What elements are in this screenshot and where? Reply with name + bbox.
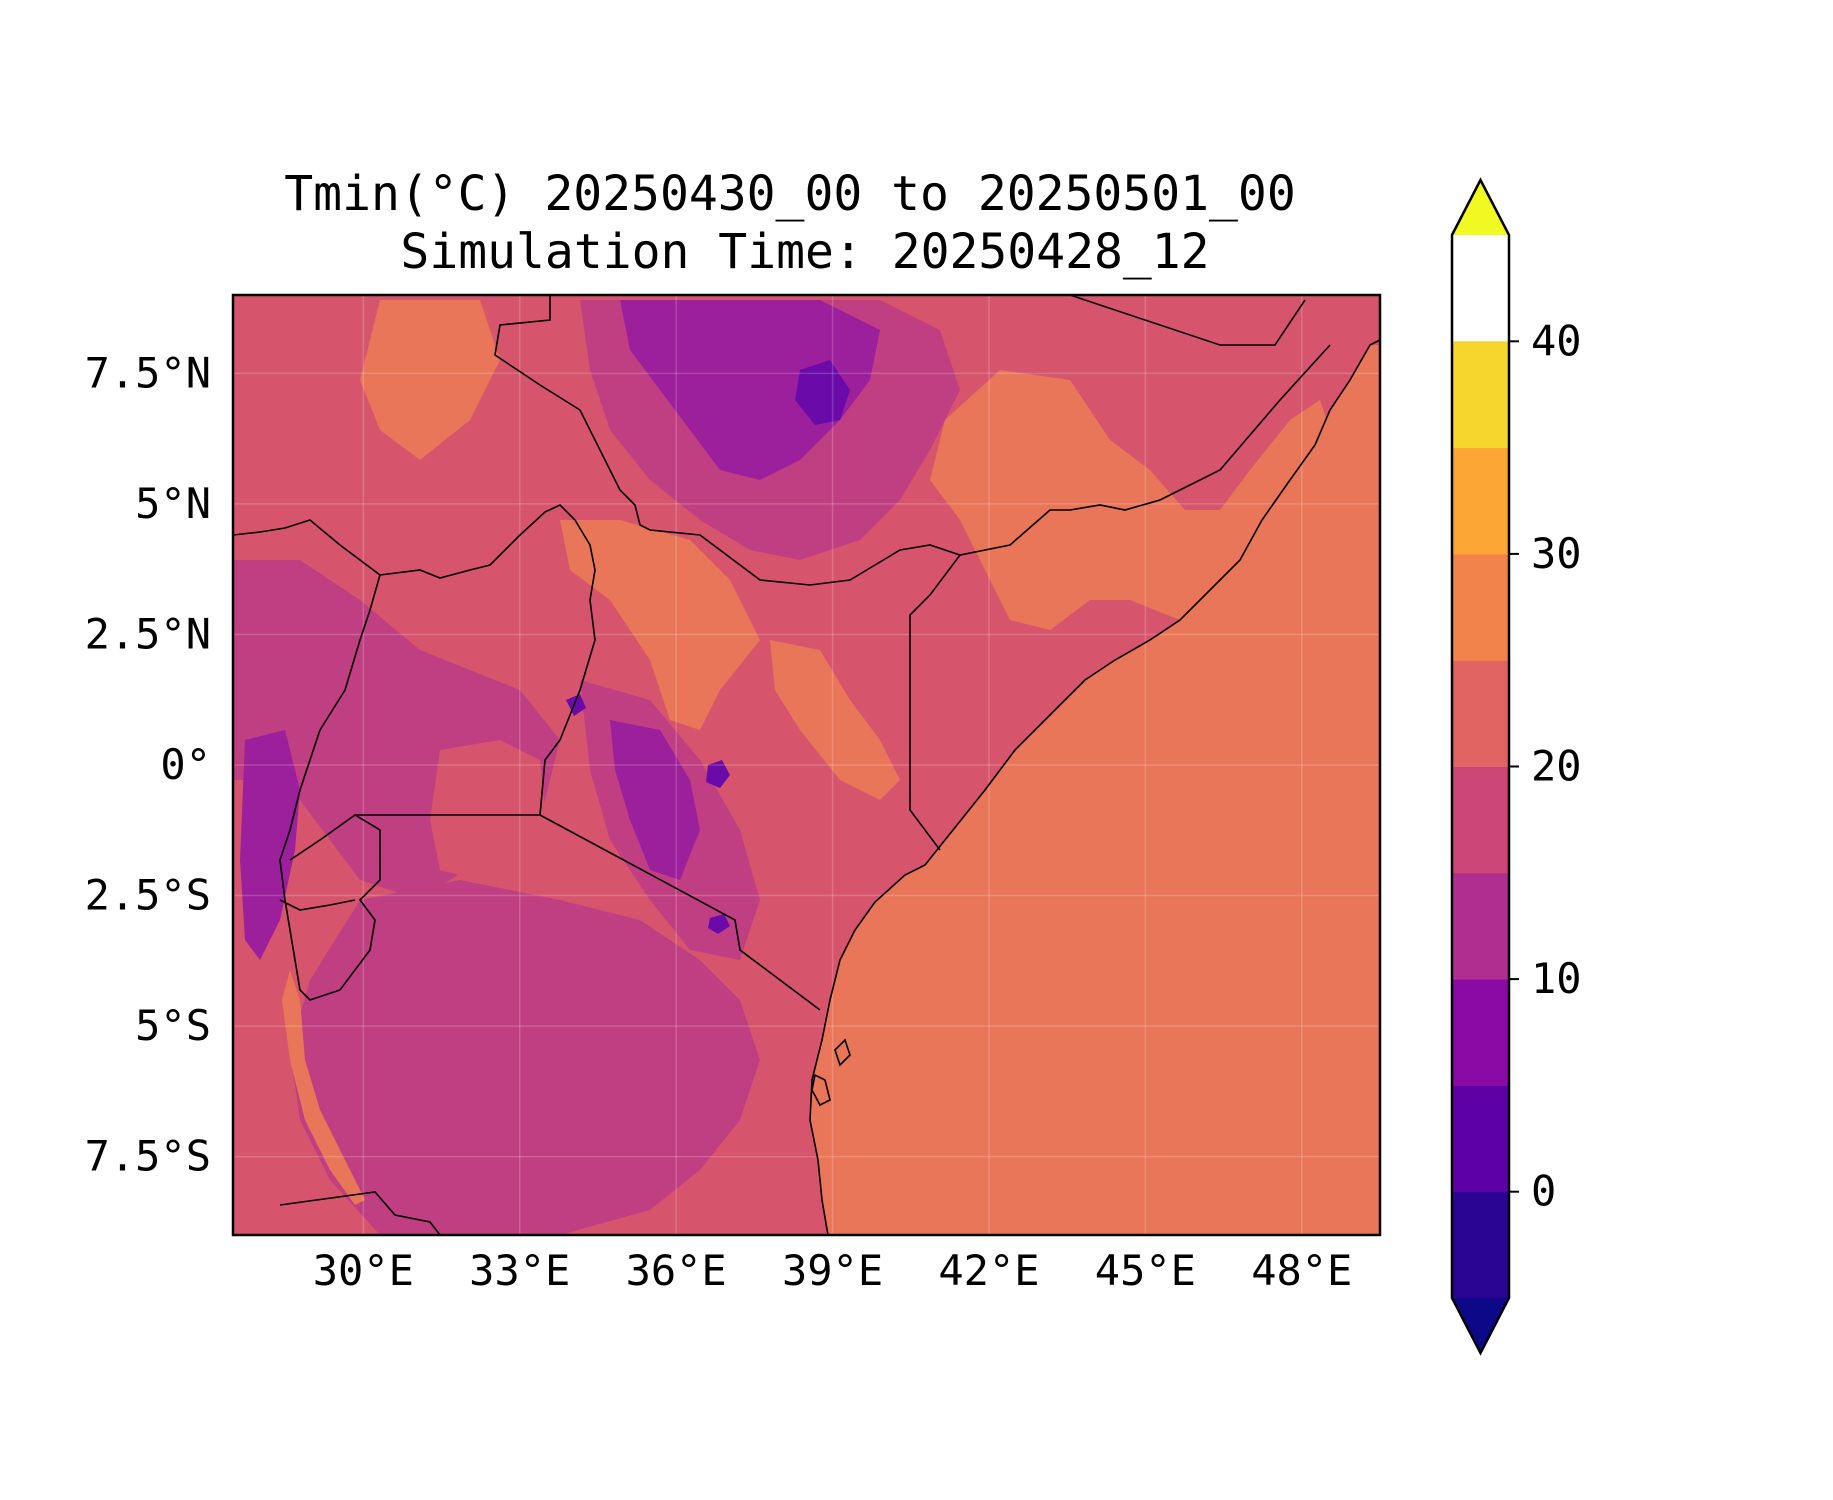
- latitude-ticks: 7.5°N 5°N 2.5°N 0° 2.5°S 5°S 7.5°S: [85, 348, 211, 1180]
- border-ken-tanzania: [539, 814, 821, 1011]
- colorbar-segment: [1452, 447, 1509, 555]
- border-ssd-eth-ken: [494, 295, 1331, 586]
- lake-victoria: [430, 740, 545, 880]
- longitude-ticks: 30°E 33°E 36°E 39°E 42°E 45°E 48°E: [313, 1246, 1353, 1295]
- country-borders: [233, 295, 1331, 1235]
- lat-tick-label: 2.5°S: [85, 871, 211, 920]
- lon-tick-label: 33°E: [469, 1246, 570, 1295]
- lon-tick-label: 39°E: [782, 1246, 883, 1295]
- lat-tick-label: 7.5°S: [85, 1132, 211, 1181]
- lat-tick-label: 5°S: [135, 1001, 211, 1050]
- coldest-spot-kilimanjaro: [708, 914, 730, 934]
- colorbar-extend-min: [1452, 1298, 1509, 1353]
- lon-tick-label: 45°E: [1095, 1246, 1196, 1295]
- lat-tick-label: 7.5°N: [85, 348, 211, 397]
- colorbar-segment: [1452, 1191, 1509, 1299]
- lat-tick-label: 0°: [160, 740, 211, 789]
- border-rwanda-burundi: [289, 814, 381, 1001]
- map-panel: [233, 295, 1380, 1235]
- colorbar-segment: [1452, 341, 1509, 449]
- warm-region-ne-ethiopia-somalia: [930, 370, 1340, 630]
- coldest-spot-mt-elgon: [566, 694, 586, 716]
- lat-tick-label: 5°N: [135, 479, 211, 528]
- coastline: [809, 339, 1380, 1235]
- colorbar-tick-label: 40: [1531, 316, 1582, 365]
- title-line-1: Tmin(°C) 20250430_00 to 20250501_00: [284, 166, 1295, 222]
- colorbar-outline: [1450, 177, 1511, 1356]
- gridlines: [233, 295, 1380, 1235]
- warm-region-eastern-kenya: [770, 640, 900, 800]
- lon-tick-label: 36°E: [626, 1246, 727, 1295]
- colorbar-tick-label: 0: [1531, 1167, 1556, 1216]
- border-rwanda-south: [279, 899, 356, 911]
- lat-tick-label: 2.5°N: [85, 609, 211, 658]
- colorbar-segment: [1452, 766, 1509, 874]
- map-frame: [231, 293, 1382, 1237]
- border-uganda-drc-west: [279, 574, 381, 931]
- colorbar-segment: [1452, 872, 1509, 980]
- cold-region-albertine-rift: [240, 730, 300, 960]
- border-ken-somalia: [909, 554, 961, 851]
- lon-tick-label: 42°E: [938, 1246, 1039, 1295]
- warm-region-turkana: [560, 520, 760, 730]
- colorbar-tick-label: 20: [1531, 742, 1582, 791]
- coldest-spot-ethiopia: [795, 360, 850, 425]
- colorbar-segment: [1452, 553, 1509, 661]
- warm-region-south-sudan: [360, 300, 500, 460]
- colorbar-segment: [1452, 1085, 1509, 1193]
- colorbar: 0 10 20 30 40: [1450, 177, 1582, 1356]
- cool-region-tanzania: [290, 880, 760, 1235]
- lake-tanganyika: [282, 970, 365, 1205]
- border-tanzania-zambia: [279, 1191, 441, 1235]
- border-ssd-uganda-drc: [233, 504, 596, 816]
- cold-region-kenya-highlands: [610, 720, 700, 880]
- cold-region-ethiopian-highlands: [620, 300, 880, 480]
- border-eth-somalia: [1069, 295, 1306, 346]
- colorbar-extend-max: [1452, 180, 1509, 235]
- colorbar-tick-label: 30: [1531, 529, 1582, 578]
- coldest-spot-mt-kenya: [706, 760, 730, 788]
- lon-tick-label: 48°E: [1251, 1246, 1352, 1295]
- colorbar-tick-label: 10: [1531, 954, 1582, 1003]
- colorbar-segment: [1452, 979, 1509, 1086]
- title-line-2: Simulation Time: 20250428_12: [400, 224, 1209, 280]
- colorbar-segment: [1452, 660, 1509, 767]
- lon-tick-label: 30°E: [313, 1246, 414, 1295]
